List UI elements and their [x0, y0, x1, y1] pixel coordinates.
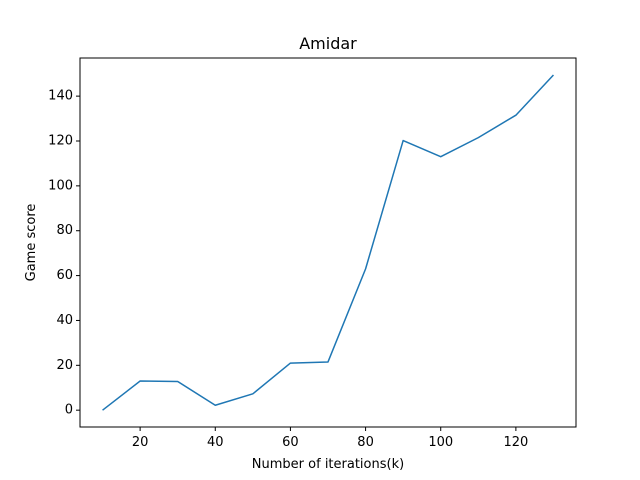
data-point	[252, 393, 254, 395]
data-point	[139, 380, 141, 382]
x-tick-label: 60	[282, 435, 299, 450]
plot-background	[80, 58, 576, 427]
x-tick-label: 80	[357, 435, 374, 450]
series-layer	[102, 74, 555, 411]
x-tick-label: 100	[428, 435, 453, 450]
y-tick-label: 120	[48, 133, 73, 148]
y-tick-label: 100	[48, 178, 73, 193]
series-line	[102, 74, 554, 411]
x-tick-label: 120	[503, 435, 528, 450]
x-tick-label: 20	[132, 435, 149, 450]
data-point	[327, 361, 329, 363]
plot-frame	[79, 57, 577, 428]
data-point	[440, 156, 442, 158]
x-axis-ticks: 20 40 60 80 100 120	[132, 427, 528, 450]
y-tick-label: 140	[48, 89, 73, 104]
y-tick-label: 80	[56, 223, 73, 238]
y-tick-label: 20	[56, 358, 73, 373]
data-point	[515, 114, 517, 116]
data-point	[402, 140, 404, 142]
y-tick-label: 0	[65, 403, 73, 418]
y-axis-ticks: 0 20 40 60 80 100 120 140	[48, 89, 80, 418]
x-tick-label: 40	[207, 435, 224, 450]
data-point	[478, 137, 480, 139]
y-tick-label: 40	[56, 313, 73, 328]
y-axis-label: Game score	[24, 204, 39, 282]
x-axis-label: Number of iterations(k)	[252, 457, 404, 472]
data-point	[553, 74, 555, 76]
data-point	[365, 268, 367, 270]
data-point	[102, 409, 104, 411]
y-tick-label: 60	[56, 268, 73, 283]
data-point	[214, 404, 216, 406]
chart-title: Amidar	[299, 34, 357, 53]
data-point	[290, 362, 292, 364]
data-point	[177, 381, 179, 383]
